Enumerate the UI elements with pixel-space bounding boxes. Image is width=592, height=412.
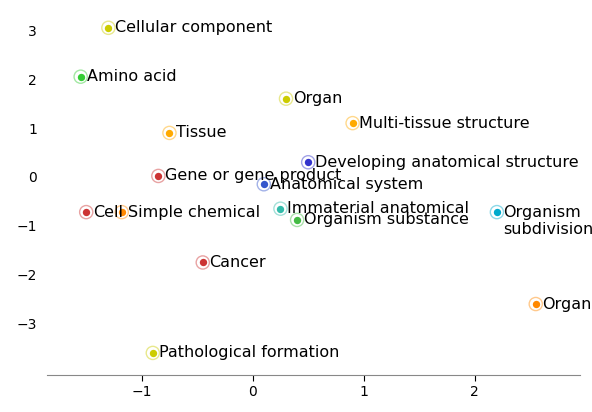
- Point: [198, 259, 208, 266]
- Point: [281, 96, 291, 102]
- Point: [154, 173, 163, 179]
- Text: Simple chemical: Simple chemical: [128, 205, 260, 220]
- Text: Organ: Organ: [292, 91, 342, 106]
- Text: Immaterial anatomical: Immaterial anatomical: [287, 201, 469, 216]
- Text: Multi-tissue structure: Multi-tissue structure: [359, 116, 530, 131]
- Point: [281, 96, 291, 102]
- Point: [531, 301, 540, 307]
- Text: Tissue: Tissue: [176, 125, 227, 140]
- Point: [292, 217, 302, 223]
- Point: [276, 206, 285, 212]
- Point: [117, 209, 127, 215]
- Point: [348, 120, 358, 126]
- Point: [276, 206, 285, 212]
- Point: [492, 209, 501, 215]
- Point: [76, 73, 85, 80]
- Point: [154, 173, 163, 179]
- Point: [117, 209, 127, 215]
- Point: [104, 24, 113, 31]
- Point: [82, 209, 91, 215]
- Point: [76, 73, 85, 80]
- Point: [82, 209, 91, 215]
- Point: [165, 130, 174, 136]
- Text: Organism substance: Organism substance: [304, 213, 469, 227]
- Text: Pathological formation: Pathological formation: [159, 345, 340, 360]
- Point: [165, 130, 174, 136]
- Text: Developing anatomical structure: Developing anatomical structure: [315, 155, 578, 170]
- Text: Cell: Cell: [93, 205, 123, 220]
- Text: Organism: Organism: [542, 297, 592, 311]
- Point: [259, 181, 269, 187]
- Text: Gene or gene product: Gene or gene product: [165, 169, 342, 183]
- Point: [198, 259, 208, 266]
- Text: Amino acid: Amino acid: [88, 69, 177, 84]
- Point: [292, 217, 302, 223]
- Text: Organism
subdivision: Organism subdivision: [504, 205, 592, 237]
- Point: [104, 24, 113, 31]
- Point: [531, 301, 540, 307]
- Point: [492, 209, 501, 215]
- Text: Anatomical system: Anatomical system: [271, 177, 424, 192]
- Point: [259, 181, 269, 187]
- Text: Cancer: Cancer: [210, 255, 266, 270]
- Text: Cellular component: Cellular component: [115, 20, 272, 35]
- Point: [304, 159, 313, 166]
- Point: [148, 350, 157, 356]
- Point: [148, 350, 157, 356]
- Point: [348, 120, 358, 126]
- Point: [304, 159, 313, 166]
